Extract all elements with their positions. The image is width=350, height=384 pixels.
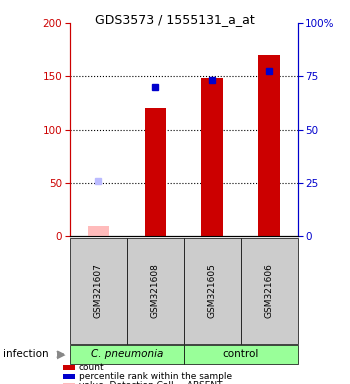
Text: ▶: ▶ — [57, 349, 65, 359]
Text: count: count — [79, 362, 104, 372]
Text: percentile rank within the sample: percentile rank within the sample — [79, 372, 232, 381]
Text: C. pneumonia: C. pneumonia — [91, 349, 163, 359]
Text: GSM321607: GSM321607 — [94, 263, 103, 318]
Bar — [258, 55, 280, 236]
Text: infection: infection — [4, 349, 49, 359]
Text: GSM321606: GSM321606 — [265, 263, 274, 318]
Text: control: control — [223, 349, 259, 359]
Text: GDS3573 / 1555131_a_at: GDS3573 / 1555131_a_at — [95, 13, 255, 26]
Text: value, Detection Call = ABSENT: value, Detection Call = ABSENT — [79, 381, 222, 384]
Text: GSM321608: GSM321608 — [151, 263, 160, 318]
Bar — [145, 108, 166, 236]
Bar — [201, 78, 223, 236]
Bar — [88, 225, 109, 236]
Text: GSM321605: GSM321605 — [208, 263, 217, 318]
